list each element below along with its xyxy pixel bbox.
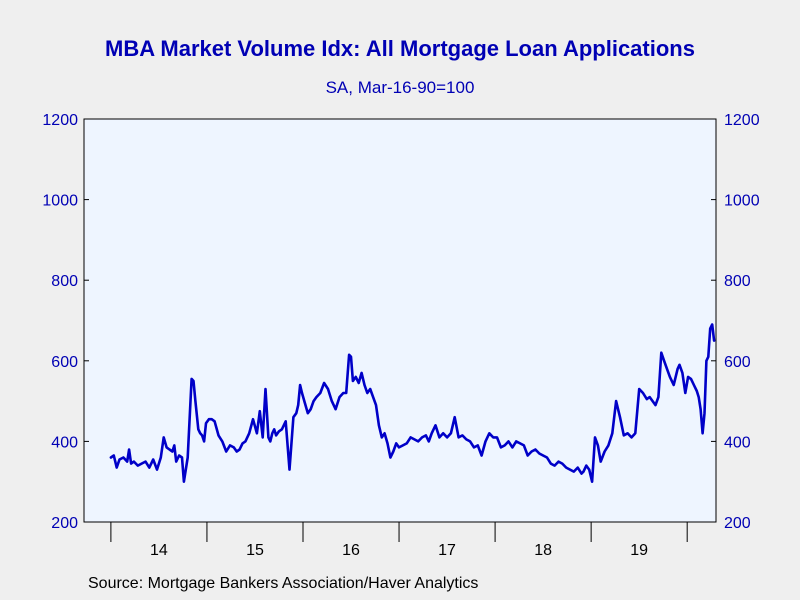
y-tick-label-left-4: 1000 [42, 193, 78, 210]
x-tick-label-1: 15 [246, 542, 264, 559]
x-tick-label-2: 16 [342, 542, 360, 559]
chart-subtitle: SA, Mar-16-90=100 [325, 78, 475, 97]
y-tick-label-left-1: 400 [51, 434, 78, 451]
y-tick-label-right-2: 600 [724, 354, 751, 371]
axis-labels: 200 200 400 400 600 600 800 800 1000 1000 1200 1200… [42, 112, 759, 559]
y-tick-label-right-3: 800 [724, 273, 751, 290]
y-tick-label-left-0: 200 [51, 515, 78, 532]
y-tick-label-right-5: 1200 [724, 112, 760, 129]
plot-frame [83, 118, 717, 523]
y-tick-label-right-4: 1000 [724, 193, 760, 210]
y-tick-label-left-5: 1200 [42, 112, 78, 129]
source-note: Source: Mortgage Bankers Association/Hav… [88, 575, 479, 592]
y-tick-label-right-0: 200 [724, 515, 751, 532]
y-tick-label-left-2: 600 [51, 354, 78, 371]
y-tick-label-left-3: 800 [51, 273, 78, 290]
series-line-0 [109, 323, 716, 484]
x-tick-label-0: 14 [150, 542, 168, 559]
x-tick-label-3: 17 [438, 542, 456, 559]
y-tick-label-right-1: 400 [724, 434, 751, 451]
plot-area [84, 119, 716, 522]
x-tick-label-4: 18 [534, 542, 552, 559]
chart-title: MBA Market Volume Idx: All Mortgage Loan… [105, 36, 695, 61]
x-tick-label-5: 19 [630, 542, 648, 559]
series-layer [109, 323, 716, 484]
